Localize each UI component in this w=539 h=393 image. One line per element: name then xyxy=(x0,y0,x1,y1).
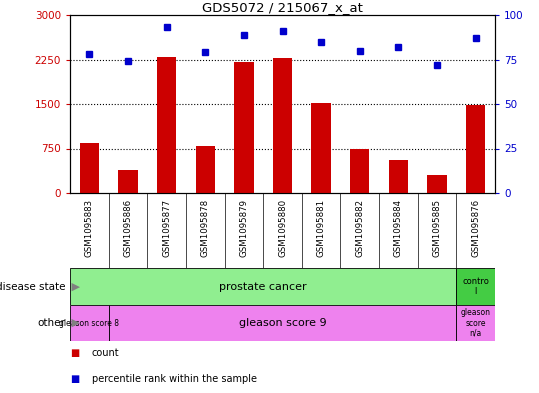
Text: contro
l: contro l xyxy=(462,277,489,296)
Bar xyxy=(234,62,253,193)
Text: GSM1095886: GSM1095886 xyxy=(123,199,133,257)
Text: ▶: ▶ xyxy=(68,318,80,328)
Text: other: other xyxy=(37,318,65,328)
Bar xyxy=(80,143,99,193)
Text: GSM1095878: GSM1095878 xyxy=(201,199,210,257)
Bar xyxy=(312,103,331,193)
Bar xyxy=(466,105,485,193)
Text: GSM1095879: GSM1095879 xyxy=(239,199,248,257)
Bar xyxy=(196,145,215,193)
Text: GSM1095881: GSM1095881 xyxy=(316,199,326,257)
Text: GSM1095884: GSM1095884 xyxy=(394,199,403,257)
Bar xyxy=(157,57,176,193)
Bar xyxy=(389,160,408,193)
Text: GSM1095883: GSM1095883 xyxy=(85,199,94,257)
Bar xyxy=(70,305,109,341)
Bar xyxy=(427,175,447,193)
Text: count: count xyxy=(92,348,119,358)
Text: gleason
score
n/a: gleason score n/a xyxy=(461,308,490,338)
Title: GDS5072 / 215067_x_at: GDS5072 / 215067_x_at xyxy=(202,1,363,14)
Bar xyxy=(457,268,495,305)
Text: prostate cancer: prostate cancer xyxy=(219,281,307,292)
Text: disease state: disease state xyxy=(0,281,65,292)
Text: GSM1095882: GSM1095882 xyxy=(355,199,364,257)
Bar xyxy=(457,305,495,341)
Bar xyxy=(109,305,457,341)
Text: percentile rank within the sample: percentile rank within the sample xyxy=(92,373,257,384)
Text: ▶: ▶ xyxy=(68,281,80,292)
Text: GSM1095885: GSM1095885 xyxy=(432,199,441,257)
Text: gleason score 8: gleason score 8 xyxy=(59,318,119,327)
Text: gleason score 9: gleason score 9 xyxy=(239,318,326,328)
Text: GSM1095880: GSM1095880 xyxy=(278,199,287,257)
Bar xyxy=(118,171,137,193)
Text: ■: ■ xyxy=(70,373,79,384)
Bar xyxy=(350,149,369,193)
Bar xyxy=(273,58,292,193)
Text: ■: ■ xyxy=(70,348,79,358)
Text: GSM1095877: GSM1095877 xyxy=(162,199,171,257)
Text: GSM1095876: GSM1095876 xyxy=(471,199,480,257)
